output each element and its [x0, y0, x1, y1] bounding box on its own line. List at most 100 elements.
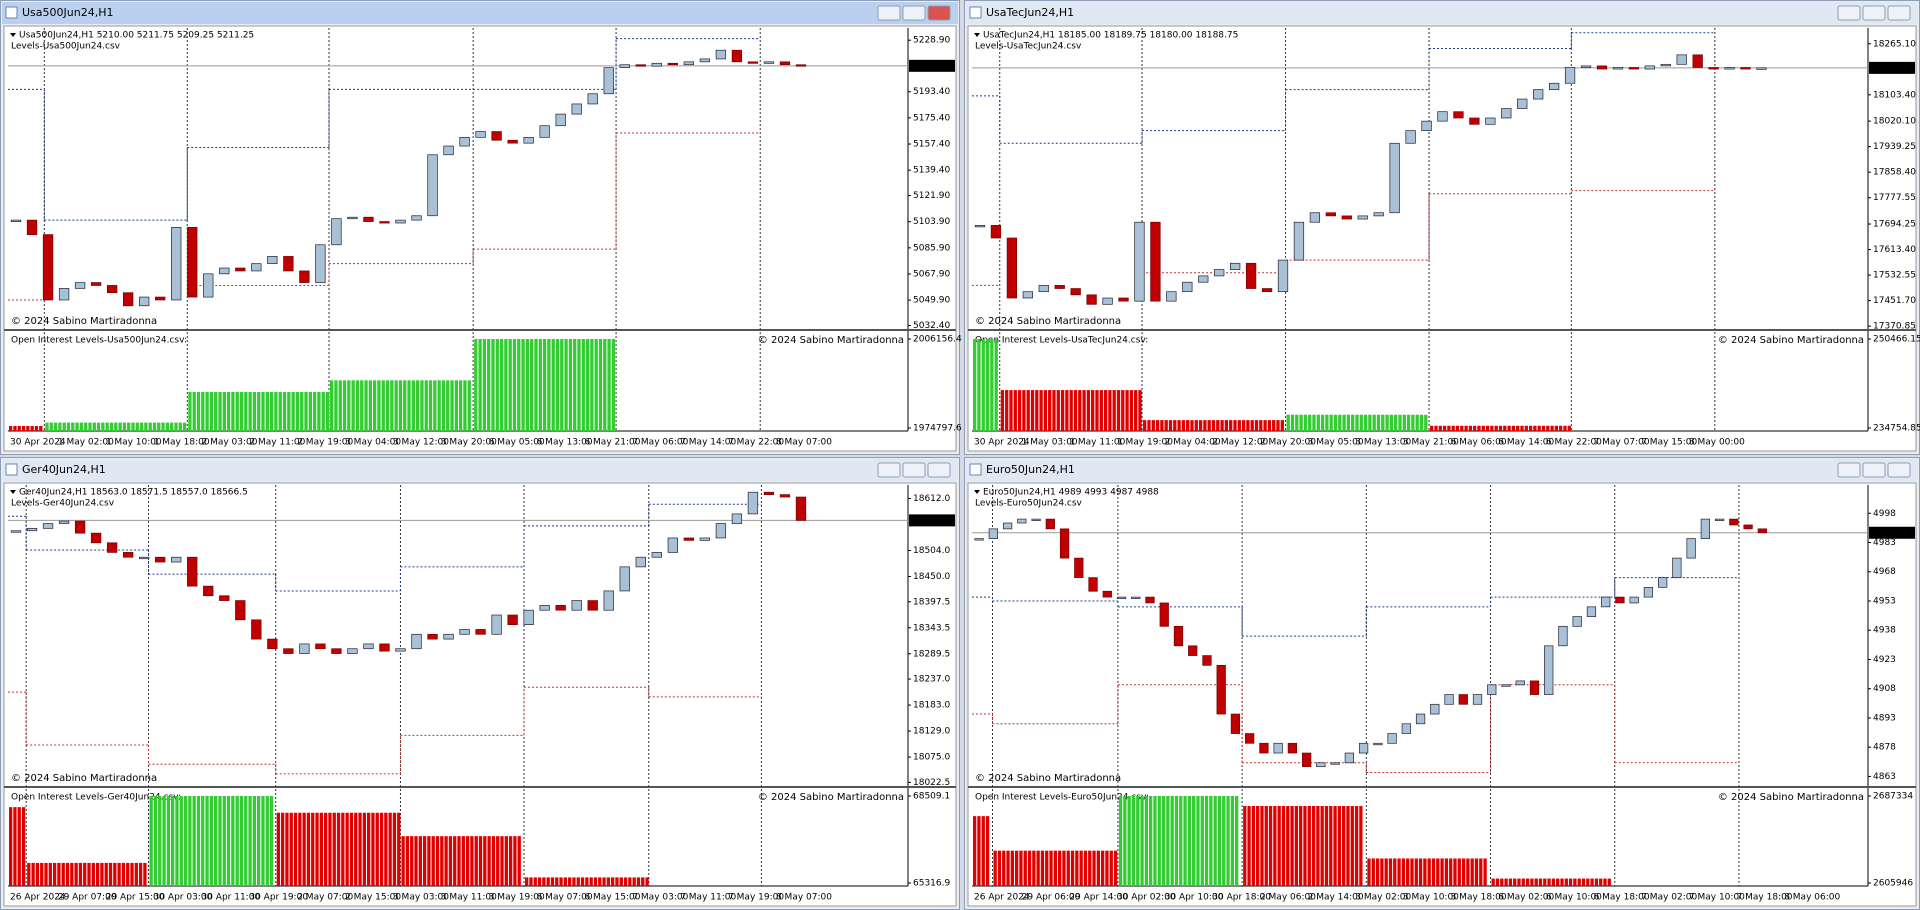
y-tick-label: 4923	[1873, 655, 1896, 665]
minimize-button[interactable]	[1837, 5, 1861, 21]
candle	[90, 282, 102, 286]
oi-bar	[619, 877, 623, 886]
oi-bar	[1419, 414, 1424, 431]
oi-bar	[1022, 390, 1026, 431]
oi-bar	[1490, 425, 1494, 431]
levels-file: Levels-Ger40Jun24.csv	[11, 499, 115, 509]
oi-bar	[973, 339, 977, 431]
candle	[267, 256, 278, 265]
oi-bar	[457, 836, 461, 886]
oi-bar	[39, 426, 43, 431]
oi-bar	[188, 391, 192, 431]
time-label: 26 Apr 2024	[10, 893, 66, 903]
oi-bar	[441, 380, 446, 431]
oi-bar	[183, 796, 188, 886]
oi-bar	[92, 422, 96, 431]
oi-bar	[121, 862, 126, 886]
oi-bar	[358, 812, 362, 886]
time-label: 30 Apr 2024	[10, 438, 66, 448]
candle	[507, 614, 518, 625]
oi-bar	[585, 339, 590, 431]
oi-bar	[1121, 390, 1125, 431]
oi-bar	[1573, 878, 1577, 886]
oi-bar	[9, 426, 13, 431]
oi-bar	[108, 862, 113, 886]
oi-bar	[977, 339, 981, 431]
oi-bar	[1380, 858, 1384, 886]
maximize-button[interactable]	[902, 5, 926, 21]
close-button[interactable]	[927, 462, 951, 478]
candle	[1757, 528, 1767, 534]
time-label: 6 May 15:00	[584, 893, 640, 903]
oi-bar	[1513, 878, 1517, 886]
oi-bar	[405, 836, 410, 886]
candle	[699, 58, 711, 63]
oi-bar	[440, 836, 444, 886]
candle	[1533, 89, 1544, 100]
candle	[619, 566, 630, 592]
candle	[635, 556, 646, 568]
oi-bar	[1045, 850, 1049, 886]
maximize-button[interactable]	[902, 462, 926, 478]
candle	[1302, 752, 1312, 768]
oi-bar	[1032, 850, 1036, 886]
oi-bar	[165, 422, 170, 431]
oi-bar	[603, 339, 607, 431]
oi-bar	[1069, 390, 1073, 431]
candle	[587, 93, 598, 105]
time-label: 2 May 06:00	[1260, 893, 1316, 903]
candle	[1102, 590, 1112, 598]
candle	[1316, 762, 1326, 768]
y-tick-label: 4893	[1873, 713, 1896, 723]
time-label: 30 Apr 19:00	[249, 893, 308, 903]
candle	[1421, 120, 1432, 131]
oi-bar	[239, 391, 244, 431]
minimize-button[interactable]	[877, 5, 901, 21]
candle	[1086, 294, 1097, 305]
oi-bar	[113, 862, 117, 886]
oi-bar	[306, 812, 311, 886]
chart-header: Euro50Jun24,H1 4989 4993 4987 4988	[983, 488, 1159, 498]
oi-bar	[1144, 796, 1149, 886]
oi-bar	[26, 426, 30, 431]
oi-bar	[1209, 796, 1213, 886]
oi-bar	[997, 850, 1002, 886]
close-button[interactable]	[927, 5, 951, 21]
candle	[1405, 130, 1416, 144]
oi-bar	[1143, 420, 1147, 431]
oi-bar	[1333, 414, 1338, 431]
current-price-label: 18566.5	[912, 516, 949, 526]
oi-bar	[424, 380, 428, 431]
candle	[523, 136, 534, 144]
oi-bar	[158, 796, 162, 886]
candle	[283, 648, 294, 654]
close-button[interactable]	[1887, 462, 1911, 478]
title-bar	[2, 459, 958, 481]
candle	[315, 244, 326, 283]
minimize-button[interactable]	[1837, 462, 1861, 478]
current-price-label: 18188.75	[1872, 63, 1915, 73]
oi-bar	[265, 391, 269, 431]
levels-file: Levels-Usa500Jun24.csv	[11, 42, 121, 52]
oi-bar	[368, 380, 372, 431]
candle	[1729, 518, 1739, 526]
oi-bar	[9, 807, 13, 886]
candle	[1437, 111, 1448, 122]
close-button[interactable]	[1887, 5, 1911, 21]
maximize-button[interactable]	[1862, 462, 1886, 478]
oi-bar	[985, 816, 990, 886]
time-label: 3 May 03:00	[393, 893, 449, 903]
levels-file: Levels-UsaTecJun24.csv	[975, 42, 1082, 52]
candle	[667, 62, 678, 66]
oi-bar	[1388, 858, 1393, 886]
maximize-button[interactable]	[1862, 5, 1886, 21]
minimize-button[interactable]	[877, 462, 901, 478]
candle	[1596, 65, 1608, 70]
oi-bar	[321, 391, 325, 431]
oi-bar	[1398, 414, 1402, 431]
oi-bar	[993, 850, 997, 886]
candle	[443, 633, 454, 640]
time-label: 7 May 18:00	[1737, 893, 1793, 903]
candle	[1558, 625, 1568, 647]
oi-bar	[1415, 414, 1419, 431]
